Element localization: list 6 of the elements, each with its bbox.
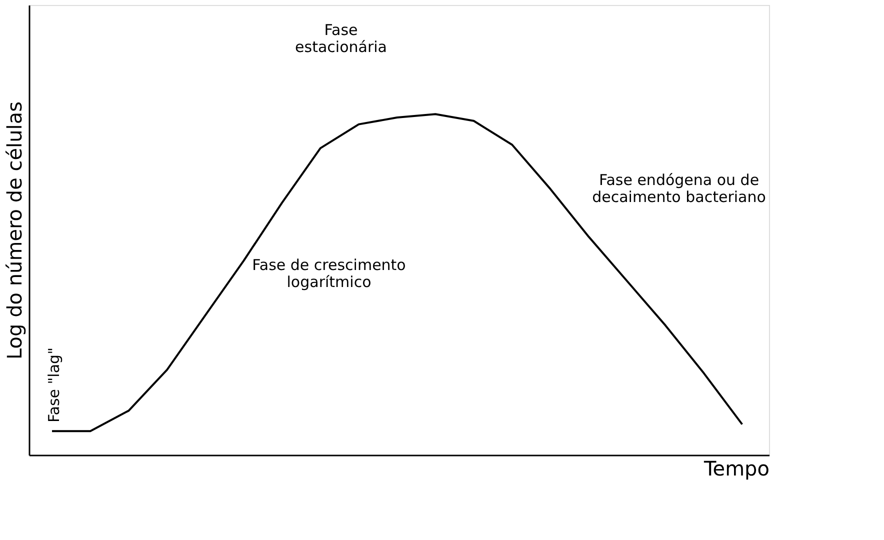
text: Fase estacionária [295, 21, 387, 56]
y-axis-title: Log do número de células [2, 101, 26, 360]
x-axis-title: Tempo [702, 456, 770, 480]
annotation: Fase "lag" [45, 348, 63, 422]
annotation: Fase endógena ou de decaimento bacteriano [592, 171, 766, 206]
annotation: Fase de crescimento logarítmico [252, 256, 406, 291]
